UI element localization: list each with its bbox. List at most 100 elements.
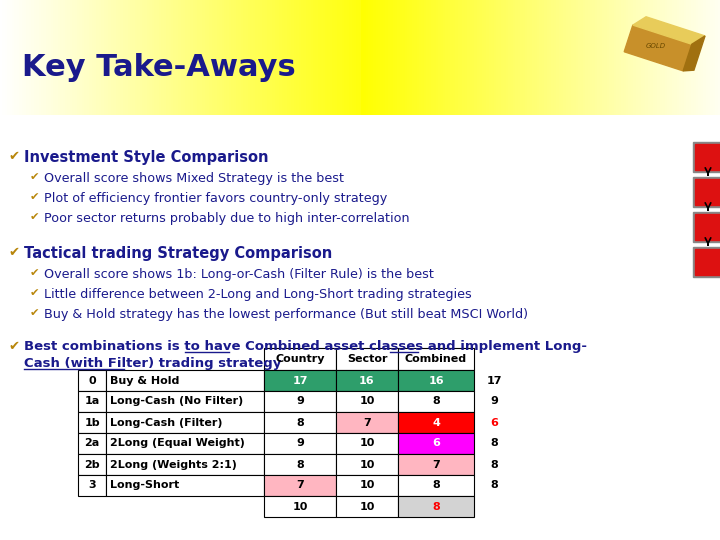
Bar	[588, 0, 591, 115]
Bar	[349, 0, 353, 115]
Bar	[441, 0, 444, 115]
Bar	[109, 0, 112, 115]
Bar	[0, 0, 4, 115]
Bar	[318, 0, 321, 115]
Bar	[251, 0, 254, 115]
Bar	[106, 370, 264, 391]
Bar	[264, 496, 336, 517]
Bar	[256, 0, 258, 115]
Bar	[63, 0, 66, 115]
Bar	[494, 0, 497, 115]
Bar	[217, 0, 220, 115]
Bar	[677, 0, 680, 115]
Bar	[376, 0, 379, 115]
Bar	[498, 0, 502, 115]
Bar	[520, 0, 523, 115]
Text: ✔: ✔	[30, 268, 40, 278]
Bar	[650, 0, 654, 115]
Bar	[624, 0, 627, 115]
Text: 2Long (Equal Weight): 2Long (Equal Weight)	[110, 438, 245, 449]
Bar	[561, 0, 564, 115]
Bar	[336, 348, 398, 370]
Text: 10: 10	[359, 438, 374, 449]
Bar	[2, 0, 6, 115]
Bar	[607, 0, 611, 115]
Bar	[171, 0, 174, 115]
Text: 16: 16	[359, 375, 375, 386]
Text: 6: 6	[432, 438, 440, 449]
Bar	[258, 0, 261, 115]
Text: 10: 10	[292, 502, 307, 511]
Polygon shape	[624, 25, 692, 71]
Bar	[571, 0, 574, 115]
Bar	[354, 0, 357, 115]
Polygon shape	[683, 36, 705, 71]
Bar	[689, 0, 692, 115]
Bar	[419, 0, 423, 115]
Bar	[398, 454, 474, 475]
Text: Long-Cash (Filter): Long-Cash (Filter)	[110, 417, 222, 428]
Bar	[82, 0, 85, 115]
Bar	[344, 0, 348, 115]
Bar	[443, 0, 446, 115]
Bar	[387, 0, 391, 115]
Text: 10: 10	[359, 460, 374, 469]
Text: 2b: 2b	[84, 460, 100, 469]
Bar	[212, 0, 215, 115]
Text: 3: 3	[88, 481, 96, 490]
Text: 8: 8	[296, 417, 304, 428]
Bar	[106, 0, 109, 115]
Bar	[695, 144, 720, 170]
Text: Buy & Hold: Buy & Hold	[110, 375, 179, 386]
Bar	[78, 370, 106, 391]
Bar	[715, 0, 719, 115]
Bar	[340, 0, 343, 115]
Text: Little difference between 2-Long and Long-Short trading strategies: Little difference between 2-Long and Lon…	[44, 288, 472, 301]
Bar	[407, 0, 410, 115]
Bar	[693, 177, 720, 207]
Bar	[405, 0, 408, 115]
Bar	[412, 0, 415, 115]
Bar	[518, 0, 521, 115]
Bar	[323, 0, 326, 115]
Bar	[706, 0, 709, 115]
Bar	[530, 0, 534, 115]
Bar	[188, 0, 192, 115]
Bar	[296, 0, 300, 115]
Bar	[116, 0, 119, 115]
Bar	[195, 0, 199, 115]
Bar	[46, 0, 49, 115]
Bar	[398, 475, 474, 496]
Bar	[593, 0, 595, 115]
Bar	[336, 412, 398, 433]
Bar	[448, 0, 451, 115]
Bar	[503, 0, 507, 115]
Bar	[41, 0, 45, 115]
Bar	[125, 0, 129, 115]
Bar	[264, 433, 336, 454]
Text: 2a: 2a	[84, 438, 99, 449]
Bar	[462, 0, 466, 115]
Bar	[398, 391, 474, 412]
Bar	[176, 0, 179, 115]
Bar	[320, 0, 324, 115]
Bar	[243, 0, 247, 115]
Bar	[111, 0, 114, 115]
Bar	[390, 0, 394, 115]
Bar	[708, 0, 711, 115]
Bar	[240, 0, 244, 115]
Bar	[60, 0, 63, 115]
Bar	[626, 0, 629, 115]
Bar	[24, 0, 27, 115]
Bar	[17, 0, 20, 115]
Bar	[484, 0, 487, 115]
Text: Overall score shows 1b: Long-or-Cash (Filter Rule) is the best: Overall score shows 1b: Long-or-Cash (Fi…	[44, 268, 434, 281]
Bar	[431, 0, 434, 115]
Bar	[236, 0, 239, 115]
Bar	[190, 0, 194, 115]
Bar	[303, 0, 307, 115]
Bar	[77, 0, 81, 115]
Bar	[166, 0, 169, 115]
Bar	[619, 0, 622, 115]
Text: Investment Style Comparison: Investment Style Comparison	[24, 150, 269, 165]
